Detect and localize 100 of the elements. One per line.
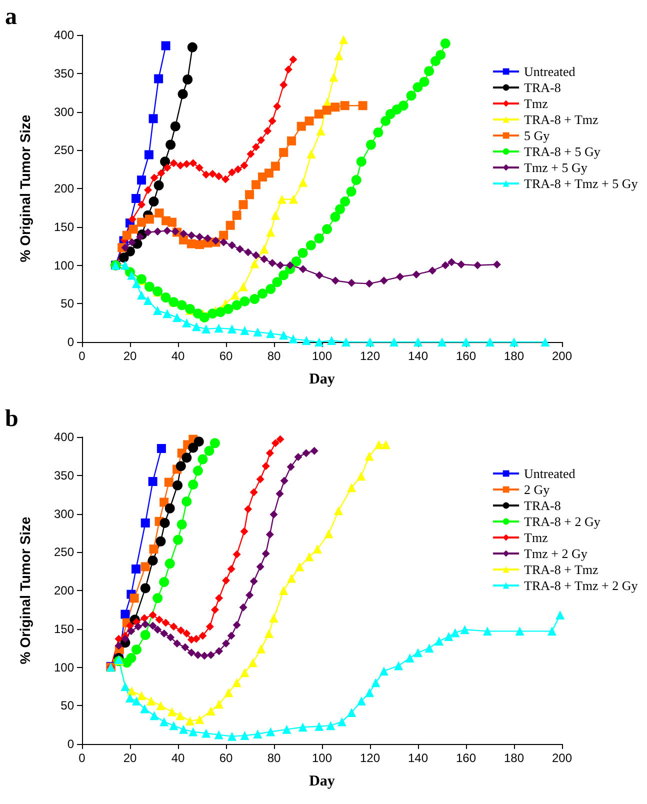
point — [474, 261, 482, 270]
point — [140, 583, 150, 594]
point — [122, 230, 132, 240]
point — [340, 196, 350, 207]
point — [228, 324, 236, 334]
point — [482, 626, 492, 636]
point — [146, 696, 156, 706]
point — [131, 644, 142, 655]
point — [373, 127, 384, 138]
y-tick-label: 250 — [54, 143, 74, 158]
point — [220, 238, 228, 246]
point — [246, 150, 255, 158]
point — [347, 483, 356, 492]
point — [181, 643, 190, 652]
point — [160, 629, 168, 638]
point — [298, 248, 308, 258]
point — [114, 642, 123, 650]
point — [540, 338, 550, 346]
y-tick-label: 50 — [60, 698, 74, 713]
point — [188, 480, 198, 490]
point — [141, 620, 150, 628]
point — [314, 722, 324, 731]
point — [157, 169, 166, 178]
point — [450, 628, 460, 638]
point — [358, 101, 368, 110]
point — [269, 614, 278, 623]
legend-label: Tmz — [524, 96, 548, 111]
point — [187, 42, 198, 52]
point — [396, 272, 404, 281]
point — [160, 717, 169, 726]
point — [222, 639, 230, 648]
point — [172, 312, 182, 322]
point — [271, 439, 280, 448]
point — [149, 544, 158, 554]
point — [334, 51, 344, 60]
y-axis-title: % Original Tumor Size — [17, 114, 33, 262]
point — [296, 122, 306, 131]
point — [160, 156, 170, 167]
point — [154, 208, 164, 218]
y-tick-label: 100 — [54, 258, 74, 272]
point — [245, 190, 254, 200]
point — [380, 276, 388, 285]
y-tick-label: 0 — [67, 335, 74, 349]
point — [127, 627, 136, 636]
point — [295, 562, 304, 572]
point — [140, 518, 150, 528]
x-tick-label: 20 — [123, 751, 137, 765]
y-tick-label: 400 — [54, 28, 74, 42]
point — [178, 89, 188, 100]
point — [210, 438, 220, 448]
point — [246, 591, 254, 600]
legend-label: TRA-8 + Tmz — [524, 112, 599, 127]
point — [187, 231, 196, 240]
point — [188, 727, 198, 736]
y-tick-label: 150 — [54, 220, 74, 234]
y-tick-label: 200 — [54, 182, 74, 196]
point — [306, 149, 316, 158]
point — [144, 214, 154, 224]
point — [144, 228, 152, 236]
point — [121, 244, 130, 252]
point — [156, 444, 166, 454]
point — [132, 194, 140, 203]
y-tick-label: 200 — [54, 584, 74, 598]
point — [215, 594, 224, 602]
point — [171, 227, 180, 236]
point — [356, 472, 366, 481]
point — [182, 318, 192, 328]
point — [398, 100, 408, 111]
point — [286, 261, 294, 270]
point — [276, 261, 284, 270]
point — [302, 449, 310, 458]
legend-label: TRA-8 — [524, 498, 561, 513]
point — [334, 506, 344, 516]
point — [412, 270, 420, 278]
point — [140, 704, 150, 714]
point — [547, 626, 556, 636]
point — [419, 76, 430, 87]
point — [153, 306, 162, 316]
point — [156, 701, 166, 710]
point — [277, 194, 286, 204]
point — [337, 717, 346, 726]
point — [132, 279, 141, 288]
point — [316, 126, 326, 136]
point — [286, 462, 295, 471]
point — [272, 277, 282, 288]
point — [266, 284, 276, 294]
point — [214, 324, 224, 333]
point — [441, 261, 450, 270]
point — [273, 102, 282, 110]
point — [154, 227, 162, 236]
point — [120, 260, 130, 270]
point — [240, 296, 250, 306]
point — [182, 452, 192, 463]
legend-label: TRA-8 + 5 Gy — [524, 144, 601, 159]
point — [252, 251, 260, 260]
point — [253, 730, 262, 739]
point — [148, 622, 157, 630]
y-tick-label: 300 — [54, 104, 74, 119]
point — [250, 294, 260, 304]
point — [299, 265, 308, 274]
